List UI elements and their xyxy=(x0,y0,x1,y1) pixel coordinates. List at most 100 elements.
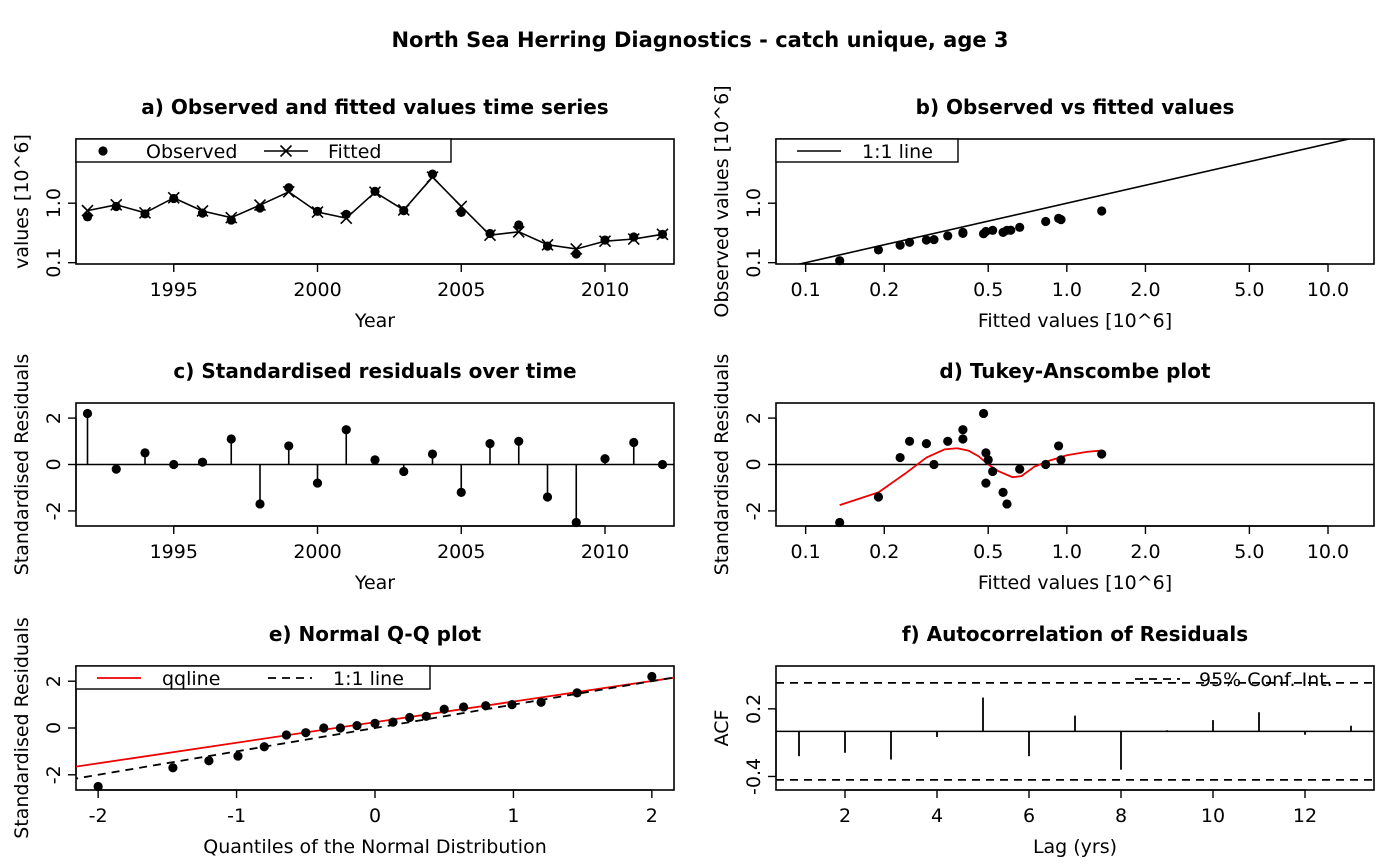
qq-point xyxy=(388,717,398,727)
y-tick-label: 0.2 xyxy=(743,694,765,724)
x-tick-label: 2010 xyxy=(581,279,629,301)
qq-point xyxy=(281,730,292,740)
data-point xyxy=(958,227,968,237)
x-tick-label: 8 xyxy=(1115,805,1127,827)
residual-point xyxy=(370,455,380,465)
residual-point xyxy=(904,436,915,446)
panel-title: c) Standardised residuals over time xyxy=(173,359,576,383)
x-axis-label: Fitted values [10^6] xyxy=(978,310,1172,332)
y-tick-label: 0.1 xyxy=(743,248,765,278)
panel-title: f) Autocorrelation of Residuals xyxy=(902,622,1248,646)
observed-point xyxy=(514,220,524,230)
x-tick-label: 2 xyxy=(839,805,851,827)
y-tick-label: -2 xyxy=(43,765,65,784)
observed-point xyxy=(600,235,610,245)
x-axis-label: Year xyxy=(354,310,395,332)
legend-box xyxy=(75,138,452,163)
legend-box xyxy=(75,665,431,690)
y-tick-label: -2 xyxy=(743,501,765,520)
fitted-marker xyxy=(279,144,293,158)
x-tick-label: 10.0 xyxy=(1307,541,1349,563)
qq-point xyxy=(481,701,491,711)
residual-point xyxy=(1097,449,1107,459)
x-tick-label: 5.0 xyxy=(1234,541,1264,563)
residual-point xyxy=(82,408,93,419)
legend-qqline-label: qqline xyxy=(162,668,220,690)
figure-title: North Sea Herring Diagnostics - catch un… xyxy=(391,28,1008,52)
qq-point xyxy=(458,702,469,712)
y-tick-label: 0 xyxy=(743,458,765,470)
x-tick-label: 1.0 xyxy=(1052,279,1082,301)
qq-point xyxy=(233,751,243,761)
x-tick-label: 1 xyxy=(507,805,519,827)
x-tick-label: -2 xyxy=(89,805,108,827)
y-tick-label: -2 xyxy=(43,501,65,520)
residual-point xyxy=(958,425,968,435)
y-axis-label: Observed values [10^6] xyxy=(711,85,733,317)
qq-point xyxy=(421,711,431,721)
x-tick-label: 0.2 xyxy=(869,541,899,563)
observed-point xyxy=(571,249,581,259)
observed-point xyxy=(341,209,351,219)
observed-point xyxy=(284,183,294,193)
y-tick-label: 1.0 xyxy=(743,188,765,218)
observed-point xyxy=(255,203,265,213)
residual-point xyxy=(226,434,236,444)
y-axis-label: Standardised Residuals xyxy=(711,354,733,576)
residual-point xyxy=(600,454,610,464)
y-axis-label: Standardised Residuals xyxy=(11,354,33,576)
observed-point xyxy=(657,229,668,239)
observed-point xyxy=(312,206,323,216)
y-tick-label: 0 xyxy=(43,458,65,470)
x-tick-label: 2005 xyxy=(437,541,485,563)
residual-point xyxy=(255,499,265,509)
observed-point xyxy=(399,206,409,216)
legend-observed-label: Observed xyxy=(146,141,237,163)
x-tick-label: 1.0 xyxy=(1052,541,1082,563)
data-point xyxy=(1041,216,1051,227)
panel-c-residuals-time: c) Standardised residuals over time Year S… xyxy=(11,354,675,594)
qq-point xyxy=(536,697,546,707)
one-to-one-line xyxy=(76,676,674,780)
data-point xyxy=(1097,206,1107,216)
residual-point xyxy=(929,459,939,470)
residual-point xyxy=(981,448,991,458)
residual-point xyxy=(943,436,953,446)
residual-point xyxy=(485,439,495,449)
qq-point xyxy=(507,700,517,710)
x-tick-label: 12 xyxy=(1293,805,1317,827)
qq-point xyxy=(647,671,657,682)
y-axis-label: ACF xyxy=(711,710,733,747)
x-tick-label: 2000 xyxy=(293,541,341,563)
x-tick-label: 0.2 xyxy=(869,279,899,301)
x-tick-label: 2 xyxy=(646,805,658,827)
x-tick-label: 1995 xyxy=(150,279,198,301)
x-tick-label: 2010 xyxy=(581,541,629,563)
x-tick-label: 0.1 xyxy=(791,279,821,301)
y-tick-label: 0.1 xyxy=(43,248,65,278)
qq-point xyxy=(319,723,329,733)
qq-point xyxy=(335,723,345,733)
legend-ci-label: 95% Conf. Int. xyxy=(1199,669,1333,691)
x-tick-label: 1995 xyxy=(150,541,198,563)
y-tick-label: 2 xyxy=(43,412,65,424)
y-axis-label: Standardised Residuals xyxy=(11,617,33,839)
residual-point xyxy=(197,457,208,467)
qq-point xyxy=(301,728,311,738)
x-tick-label: 5.0 xyxy=(1234,279,1264,301)
panel-title: d) Tukey-Anscombe plot xyxy=(939,359,1211,383)
x-tick-label: 4 xyxy=(931,805,943,827)
residual-point xyxy=(1041,459,1051,470)
residual-point xyxy=(514,436,524,446)
residual-point xyxy=(835,517,845,528)
legend-label: 1:1 line xyxy=(862,141,933,163)
residual-point xyxy=(341,425,351,435)
data-point xyxy=(873,245,884,255)
y-tick-label: 1.0 xyxy=(43,188,65,218)
qq-point xyxy=(352,721,362,731)
data-point xyxy=(835,256,845,266)
residual-point xyxy=(981,478,991,488)
x-tick-label: 0.5 xyxy=(973,541,1003,563)
residual-point xyxy=(958,434,968,444)
